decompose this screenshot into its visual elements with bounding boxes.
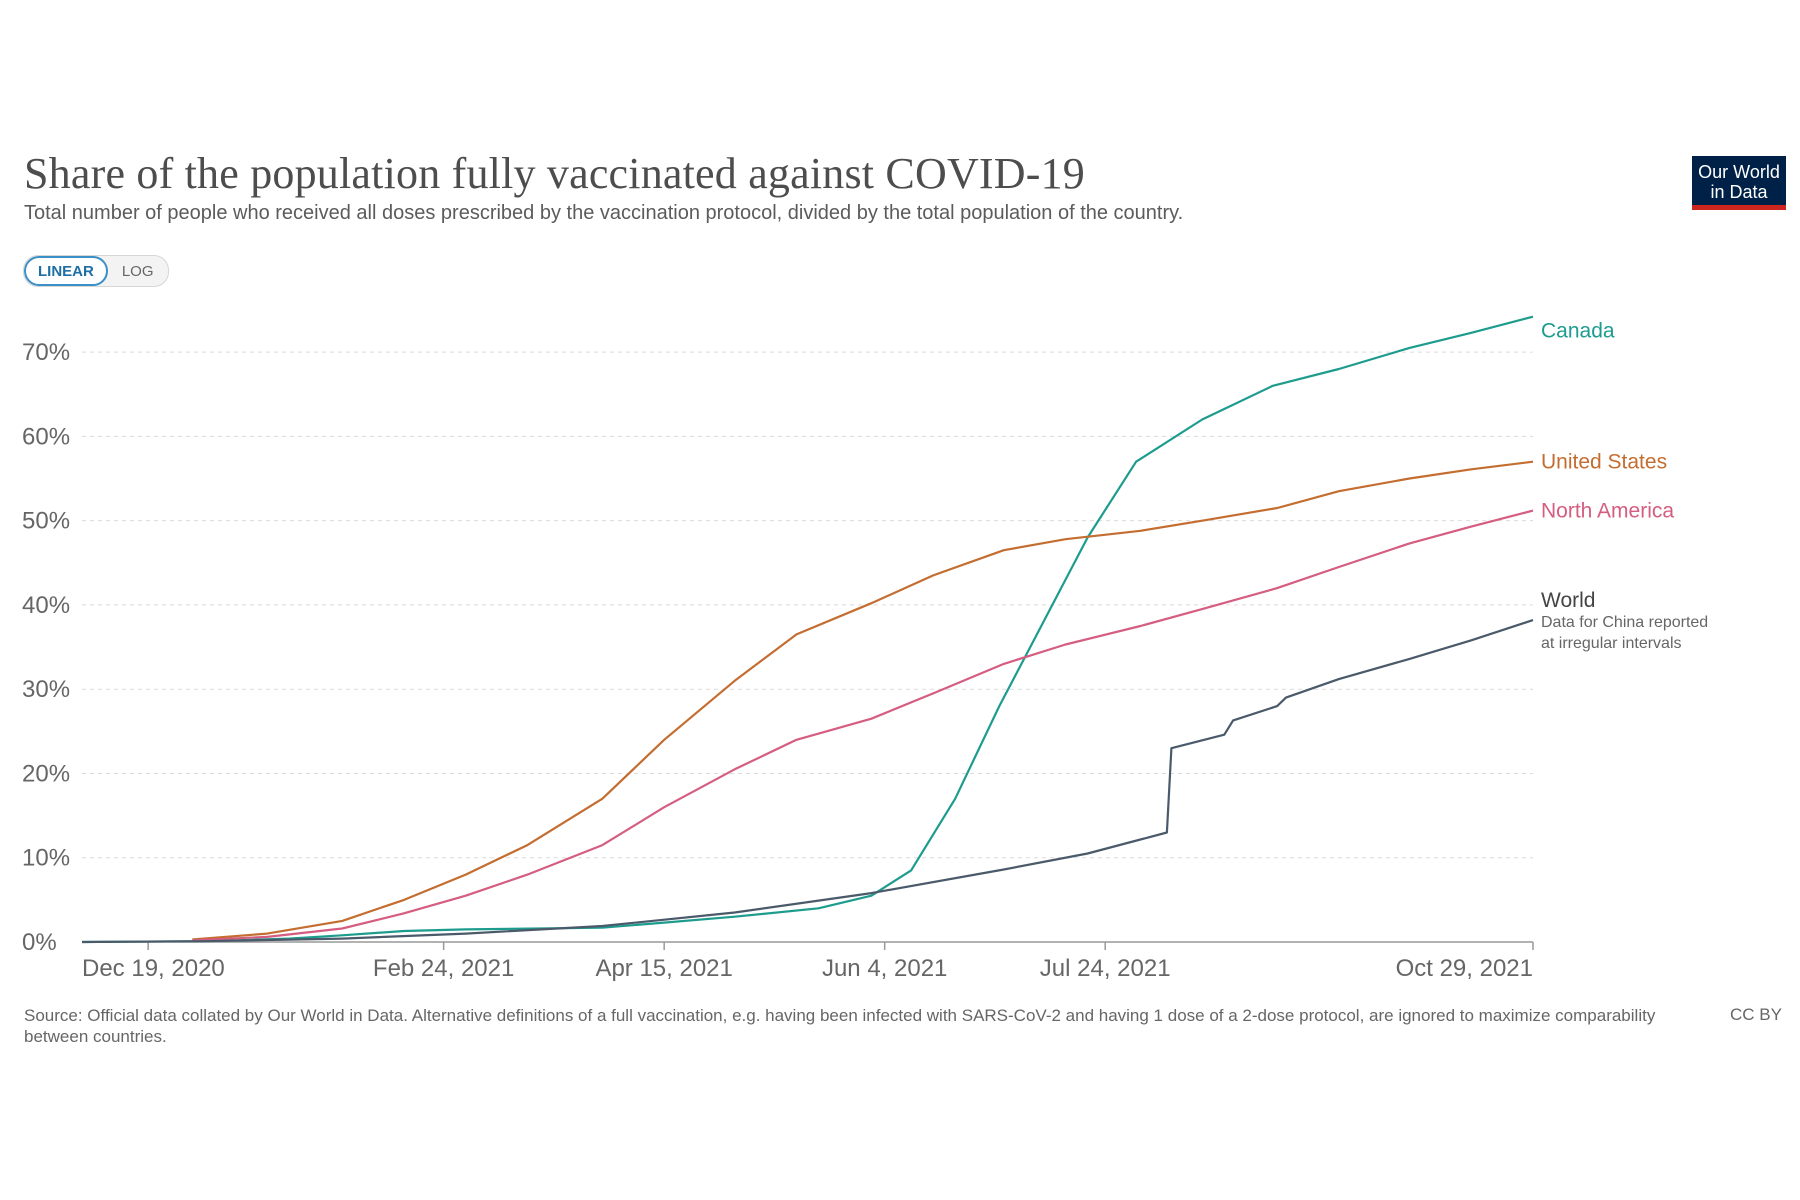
x-tick-label: Dec 19, 2020 (82, 955, 225, 982)
y-tick-label: 0% (22, 929, 57, 956)
x-tick-label: Jun 4, 2021 (822, 955, 947, 982)
y-tick-label: 50% (22, 508, 70, 535)
series-label: Canada (1541, 320, 1615, 343)
series-label: World (1541, 589, 1595, 612)
log-scale-button[interactable]: LOG (108, 256, 168, 286)
license-link[interactable]: CC BY (1730, 1005, 1782, 1024)
series-line (81, 315, 1534, 944)
series-label: United States (1541, 451, 1667, 474)
y-tick-label: 60% (22, 423, 70, 450)
series-annotation: Data for China reported (1541, 614, 1708, 631)
chart-subtitle: Total number of people who received all … (24, 202, 1184, 224)
y-tick-label: 40% (22, 592, 70, 619)
scale-toggle: LINEAR LOG (23, 255, 169, 287)
x-tick-label: Apr 15, 2021 (595, 955, 732, 982)
logo-line-2: in Data (1710, 182, 1768, 202)
x-tick-label: Oct 29, 2021 (1396, 955, 1533, 982)
y-tick-label: 30% (22, 676, 70, 703)
linear-scale-button[interactable]: LINEAR (24, 256, 108, 286)
source-note: Source: Official data collated by Our Wo… (24, 1006, 1656, 1046)
x-tick-label: Jul 24, 2021 (1040, 955, 1171, 982)
logo-line-1: Our World (1698, 162, 1780, 182)
series-annotation: at irregular intervals (1541, 635, 1682, 652)
x-tick-label: Feb 24, 2021 (373, 955, 514, 982)
owid-logo[interactable]: Our World in Data (1692, 156, 1786, 210)
y-tick-label: 70% (22, 339, 70, 366)
series-label: North America (1541, 500, 1674, 523)
line-chart: 0% 10% 20% 30% 40% 50% 60% 70% Dec 19, 2020 Feb 2… (22, 315, 1708, 982)
y-tick-label: 10% (22, 845, 70, 872)
series-line (81, 619, 1534, 944)
chart-title: Share of the population fully vaccinated… (24, 149, 1085, 198)
y-tick-label: 20% (22, 760, 70, 787)
series-line (192, 460, 1534, 941)
series-line (192, 509, 1534, 942)
